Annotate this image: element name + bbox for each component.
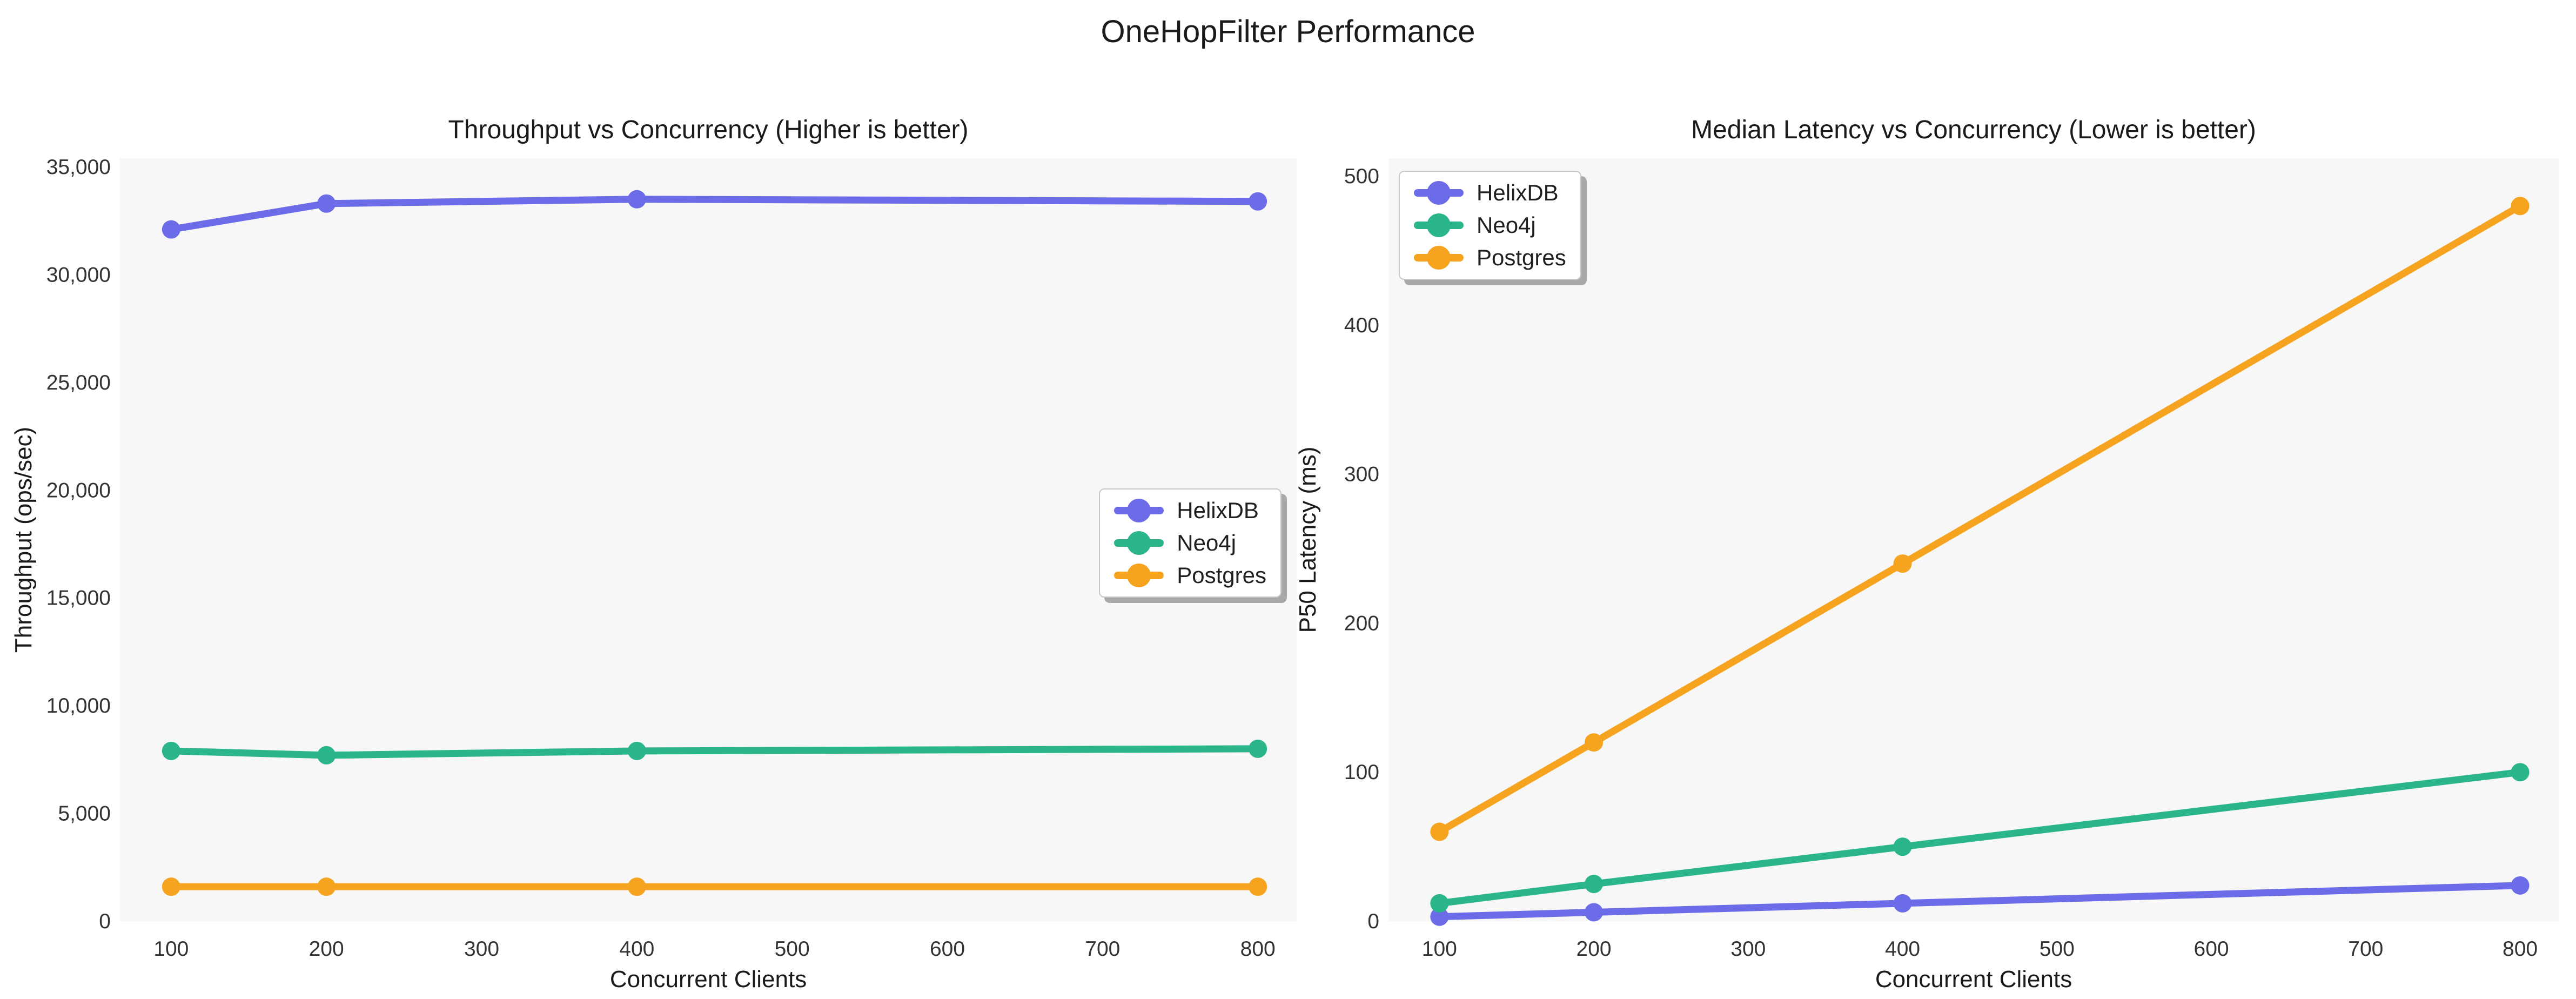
data-point-marker-neo4j — [2511, 763, 2530, 782]
y-tick-label: 200 — [1344, 612, 1379, 635]
series-line-neo4j — [167, 745, 1262, 759]
y-tick-label: 0 — [99, 910, 111, 933]
data-point-marker-neo4j — [1893, 837, 1912, 856]
legend-line-marker-icon — [1414, 179, 1464, 206]
data-point-marker-postgres — [627, 877, 646, 896]
x-tick-label: 300 — [464, 937, 499, 961]
x-tick-label: 700 — [1085, 937, 1120, 961]
legend-item-neo4j: Neo4j — [1414, 212, 1566, 239]
chart-title: Throughput vs Concurrency (Higher is bet… — [448, 116, 968, 144]
legend-line-marker-icon — [1114, 562, 1164, 589]
y-tick-label: 500 — [1344, 165, 1379, 188]
data-point-marker-neo4j — [1249, 739, 1267, 758]
legend-label: HelixDB — [1177, 498, 1259, 523]
legend-marker — [1127, 499, 1151, 522]
y-tick-label: 35,000 — [46, 156, 111, 179]
x-tick-label: 500 — [775, 937, 810, 961]
y-tick-label: 400 — [1344, 314, 1379, 337]
y-axis-label: Throughput (ops/sec) — [10, 427, 37, 653]
legend: HelixDB Neo4j Postgres — [1099, 488, 1282, 598]
x-tick-label: 400 — [1885, 937, 1920, 961]
data-point-marker-postgres — [1585, 733, 1604, 752]
y-tick-label: 20,000 — [46, 479, 111, 502]
series-line-neo4j — [1435, 768, 2524, 907]
legend-marker — [1427, 246, 1451, 270]
y-tick-label: 15,000 — [46, 587, 111, 610]
data-point-marker-helixdb — [2511, 876, 2530, 895]
chart-throughput: Throughput vs Concurrency (Higher is bet… — [10, 116, 1282, 993]
series-line-helixdb — [1435, 882, 2524, 921]
legend-label: Neo4j — [1477, 212, 1536, 238]
x-tick-label: 200 — [1577, 937, 1612, 961]
data-point-marker-neo4j — [162, 741, 180, 760]
data-point-marker-helixdb — [1430, 907, 1449, 926]
data-point-marker-postgres — [317, 877, 336, 896]
x-axis-label: Concurrent Clients — [610, 966, 807, 993]
legend-marker — [1427, 213, 1451, 237]
data-point-marker-neo4j — [627, 741, 646, 760]
x-tick-label: 100 — [1422, 937, 1457, 961]
chart-canvas: Median Latency vs Concurrency (Lower is … — [1294, 116, 2559, 993]
chart-title: Median Latency vs Concurrency (Lower is … — [1691, 116, 2256, 144]
data-point-marker-helixdb — [1585, 903, 1604, 922]
data-point-marker-neo4j — [1585, 875, 1604, 894]
legend-marker — [1427, 181, 1451, 205]
legend: HelixDB Neo4j Postgres — [1399, 171, 1581, 280]
legend-line-marker-icon — [1114, 497, 1164, 524]
y-tick-label: 30,000 — [46, 263, 111, 286]
x-tick-label: 800 — [1240, 937, 1276, 961]
legend-label: Postgres — [1477, 245, 1566, 270]
y-tick-label: 5,000 — [58, 802, 111, 826]
legend-item-neo4j: Neo4j — [1114, 529, 1266, 557]
data-point-marker-helixdb — [1893, 894, 1912, 913]
x-tick-label: 600 — [2194, 937, 2229, 961]
legend-marker — [1127, 531, 1151, 555]
x-tick-label: 600 — [930, 937, 965, 961]
y-axis-label: P50 Latency (ms) — [1294, 447, 1321, 633]
x-tick-label: 800 — [2503, 937, 2538, 961]
y-tick-label: 100 — [1344, 761, 1379, 784]
y-tick-label: 300 — [1344, 463, 1379, 486]
legend-line-marker-icon — [1114, 529, 1164, 557]
y-tick-label: 25,000 — [46, 371, 111, 394]
data-point-marker-neo4j — [1430, 894, 1449, 913]
data-point-marker-helixdb — [162, 220, 180, 239]
data-point-marker-neo4j — [317, 746, 336, 765]
chart-latency: Median Latency vs Concurrency (Lower is … — [1286, 0, 2576, 999]
x-tick-label: 400 — [619, 937, 654, 961]
data-point-marker-postgres — [1249, 877, 1267, 896]
data-point-marker-helixdb — [1249, 192, 1267, 211]
series-line-postgres — [1435, 202, 2524, 836]
x-tick-label: 300 — [1730, 937, 1766, 961]
y-tick-label: 10,000 — [46, 694, 111, 718]
legend-item-helixdb: HelixDB — [1114, 497, 1266, 524]
legend-label: HelixDB — [1477, 180, 1559, 205]
data-point-marker-postgres — [2511, 197, 2530, 216]
figure-title: OneHopFilter Performance — [1101, 14, 1475, 49]
y-tick-label: 0 — [1367, 910, 1379, 933]
x-tick-label: 100 — [153, 937, 189, 961]
data-point-marker-helixdb — [627, 190, 646, 209]
x-axis-label: Concurrent Clients — [1875, 966, 2072, 993]
legend-label: Neo4j — [1177, 530, 1236, 555]
x-tick-label: 200 — [309, 937, 344, 961]
legend-line-marker-icon — [1414, 212, 1464, 239]
legend-label: Postgres — [1177, 562, 1266, 588]
legend-marker — [1127, 564, 1151, 587]
legend-item-postgres: Postgres — [1414, 244, 1566, 271]
data-point-marker-postgres — [162, 877, 180, 896]
legend-item-helixdb: HelixDB — [1414, 179, 1566, 206]
data-point-marker-postgres — [1430, 822, 1449, 841]
data-point-marker-helixdb — [317, 194, 336, 213]
series-line-helixdb — [167, 196, 1262, 233]
legend-item-postgres: Postgres — [1114, 562, 1266, 589]
legend-line-marker-icon — [1414, 244, 1464, 271]
x-tick-label: 700 — [2348, 937, 2383, 961]
data-point-marker-postgres — [1893, 554, 1912, 573]
x-tick-label: 500 — [2040, 937, 2075, 961]
